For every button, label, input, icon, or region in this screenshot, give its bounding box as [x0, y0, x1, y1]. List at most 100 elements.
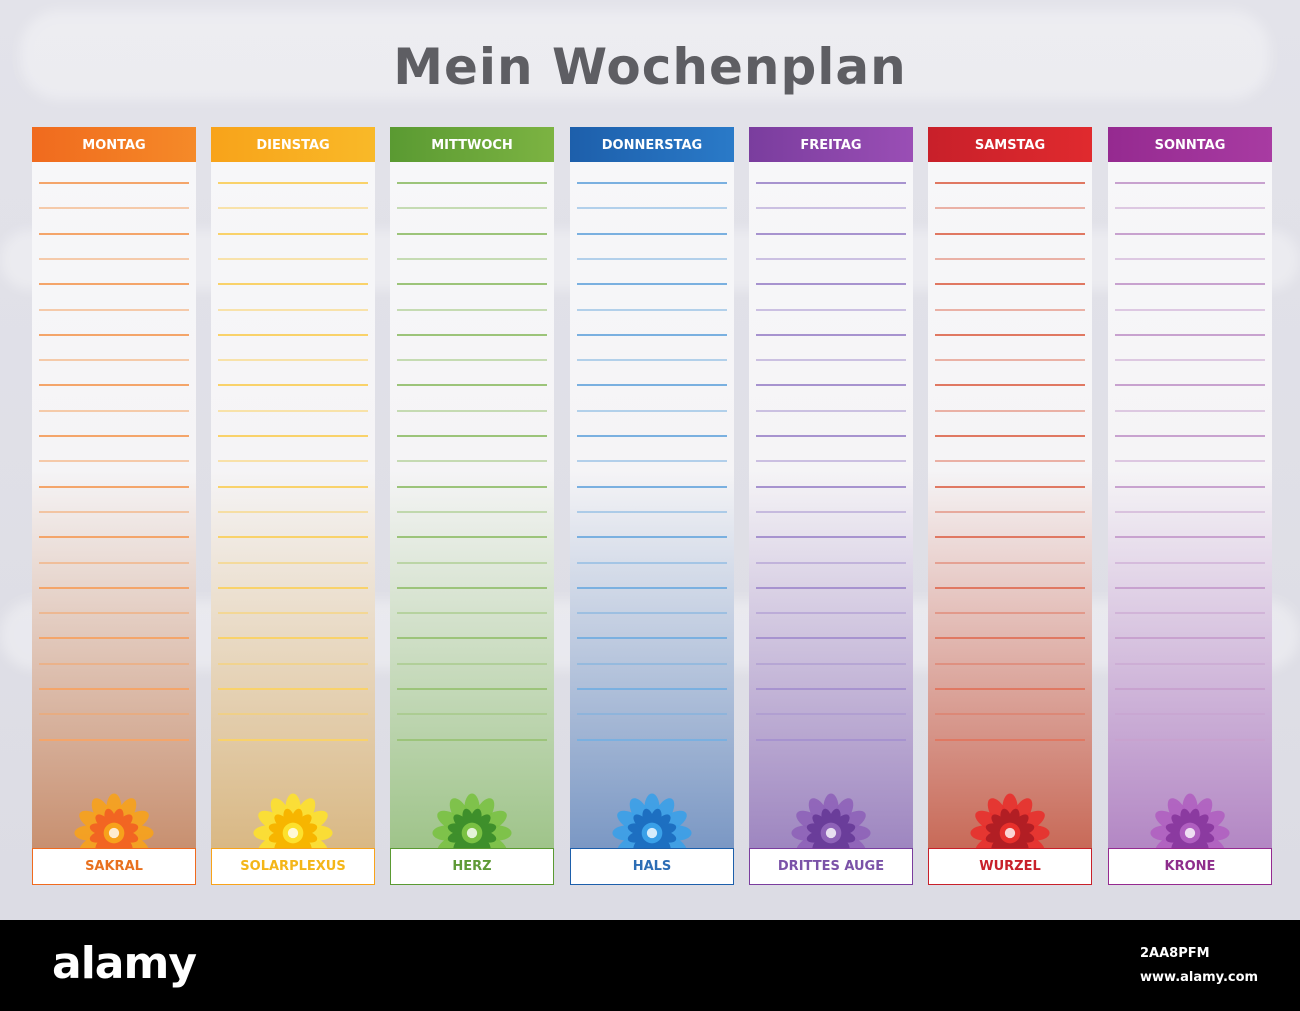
- ruled-line: [39, 182, 189, 184]
- ruled-line: [577, 182, 727, 184]
- ruled-line: [935, 359, 1085, 362]
- ruled-line: [397, 359, 547, 362]
- ruled-line: [218, 485, 368, 488]
- day-column-samstag: SAMSTAG WURZEL: [928, 127, 1092, 885]
- ruled-line: [577, 308, 727, 311]
- ruled-line: [756, 637, 906, 640]
- chakra-label: SAKRAL: [32, 848, 196, 885]
- ruled-line: [935, 232, 1085, 235]
- ruled-line: [1115, 257, 1265, 260]
- ruled-line: [756, 359, 906, 362]
- ruled-line: [935, 257, 1085, 260]
- ruled-line: [577, 510, 727, 513]
- chakra-label: HERZ: [390, 848, 554, 885]
- ruled-line: [577, 688, 727, 690]
- ruled-line: [935, 485, 1085, 488]
- ruled-line: [1115, 232, 1265, 235]
- ruled-line: [39, 662, 189, 665]
- ruled-line: [756, 688, 906, 690]
- ruled-line: [39, 232, 189, 235]
- ruled-line: [935, 435, 1085, 437]
- ruled-line: [1115, 359, 1265, 362]
- ruled-line: [397, 207, 547, 210]
- planner-canvas: Mein Wochenplan MONTAG SAKRAL DIENSTAG SOLA…: [0, 0, 1300, 920]
- ruled-line: [397, 182, 547, 184]
- ruled-line: [397, 637, 547, 640]
- ruled-line: [577, 738, 727, 741]
- ruled-line: [756, 586, 906, 589]
- ruled-line: [218, 409, 368, 412]
- ruled-line: [39, 257, 189, 260]
- ruled-line: [39, 435, 189, 437]
- chakra-label: SOLARPLEXUS: [211, 848, 375, 885]
- ruled-line: [756, 435, 906, 437]
- ruled-line: [39, 586, 189, 589]
- ruled-line: [1115, 283, 1265, 286]
- ruled-line: [1115, 561, 1265, 564]
- ruled-line: [218, 384, 368, 387]
- ruled-line: [218, 536, 368, 539]
- ruled-line: [397, 384, 547, 387]
- ruled-line: [935, 283, 1085, 286]
- notes-area[interactable]: [1108, 162, 1272, 873]
- ruled-line: [397, 435, 547, 437]
- ruled-line: [218, 435, 368, 437]
- ruled-line: [397, 713, 547, 716]
- notes-area[interactable]: [32, 162, 196, 873]
- ruled-line: [935, 384, 1085, 387]
- ruled-line: [577, 409, 727, 412]
- ruled-line: [935, 662, 1085, 665]
- day-header: DONNERSTAG: [570, 127, 734, 162]
- ruled-line: [935, 207, 1085, 210]
- ruled-line: [935, 586, 1085, 589]
- ruled-line: [1115, 662, 1265, 665]
- ruled-line: [577, 359, 727, 362]
- brush-stroke: [20, 10, 1270, 100]
- ruled-line: [577, 485, 727, 488]
- ruled-line: [756, 561, 906, 564]
- ruled-line: [935, 409, 1085, 412]
- ruled-line: [218, 561, 368, 564]
- page-title: Mein Wochenplan: [393, 38, 907, 96]
- ruled-line: [218, 637, 368, 640]
- ruled-line: [218, 283, 368, 286]
- ruled-line: [39, 308, 189, 311]
- ruled-line: [397, 257, 547, 260]
- ruled-line: [577, 460, 727, 463]
- ruled-line: [756, 207, 906, 210]
- ruled-line: [218, 232, 368, 235]
- site-url: www.alamy.com: [1140, 970, 1259, 985]
- notes-area[interactable]: [749, 162, 913, 873]
- chakra-label: WURZEL: [928, 848, 1092, 885]
- ruled-line: [756, 308, 906, 311]
- day-column-sonntag: SONNTAG KRONE: [1108, 127, 1272, 885]
- ruled-line: [397, 409, 547, 412]
- day-header: FREITAG: [749, 127, 913, 162]
- ruled-line: [577, 662, 727, 665]
- notes-area[interactable]: [390, 162, 554, 873]
- ruled-line: [218, 333, 368, 336]
- ruled-line: [397, 485, 547, 488]
- notes-area[interactable]: [928, 162, 1092, 873]
- notes-area[interactable]: [570, 162, 734, 873]
- ruled-line: [39, 738, 189, 741]
- ruled-line: [39, 510, 189, 513]
- ruled-line: [935, 637, 1085, 640]
- ruled-line: [397, 510, 547, 513]
- ruled-line: [935, 510, 1085, 513]
- ruled-line: [218, 207, 368, 210]
- day-header: SONNTAG: [1108, 127, 1272, 162]
- ruled-line: [935, 738, 1085, 741]
- ruled-line: [577, 612, 727, 615]
- ruled-line: [935, 561, 1085, 564]
- ruled-lines: [397, 162, 547, 762]
- ruled-line: [756, 333, 906, 336]
- notes-area[interactable]: [211, 162, 375, 873]
- ruled-line: [39, 485, 189, 488]
- ruled-line: [756, 283, 906, 286]
- ruled-line: [218, 688, 368, 690]
- ruled-line: [1115, 536, 1265, 539]
- ruled-lines: [935, 162, 1085, 762]
- ruled-line: [1115, 738, 1265, 741]
- ruled-line: [1115, 688, 1265, 690]
